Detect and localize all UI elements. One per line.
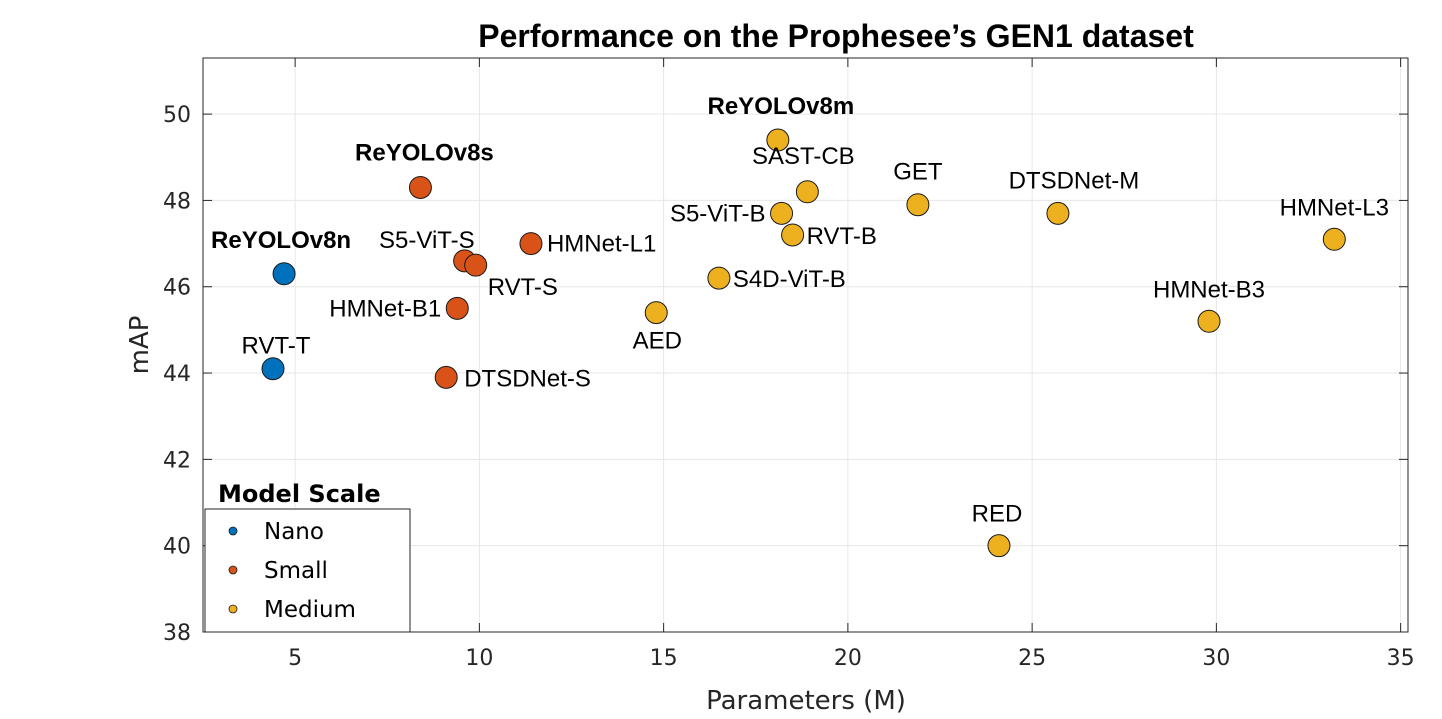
y-tick-label: 44 [163, 362, 191, 387]
data-labels: ReYOLOv8n RVT-T ReYOLOv8s S5-ViT-S RVT-S HMNe… [211, 93, 1389, 528]
label-reyolov8s: ReYOLOv8s [355, 139, 494, 166]
x-tick-label: 30 [1202, 646, 1230, 671]
x-tick-label: 20 [834, 646, 862, 671]
legend-box [204, 508, 411, 633]
point-rvt-b [781, 223, 805, 247]
legend-marker-nano [228, 526, 238, 536]
y-tick-label: 42 [163, 448, 191, 473]
point-aed [644, 301, 668, 325]
legend-marker-medium [228, 604, 238, 614]
label-get: GET [893, 159, 943, 186]
chart-title: Performance on the Prophesee’s GEN1 data… [478, 18, 1194, 54]
label-sast-cb: SAST-CB [752, 143, 855, 170]
legend: Model Scale Nano Small Medium [204, 480, 411, 633]
point-get [906, 193, 930, 217]
x-tick-label: 25 [1018, 646, 1046, 671]
x-tick-label: 5 [288, 646, 302, 671]
legend-marker-small [228, 565, 238, 575]
y-tick-label: 38 [163, 621, 191, 646]
y-tick-label: 50 [163, 103, 191, 128]
label-hmnet-b3: HMNet-B3 [1153, 276, 1265, 303]
point-hmnet-l3 [1322, 227, 1346, 251]
point-hmnet-b3 [1197, 309, 1221, 333]
label-rvt-s: RVT-S [488, 274, 558, 301]
label-s5-vit-b: S5-ViT-B [670, 200, 766, 227]
point-rvt-s [464, 253, 488, 277]
data-points [261, 128, 1346, 558]
label-reyolov8m: ReYOLOv8m [708, 93, 855, 120]
legend-label-small: Small [264, 558, 328, 584]
label-rvt-t: RVT-T [242, 333, 311, 360]
legend-label-medium: Medium [264, 597, 356, 623]
label-dtsdnet-m: DTSDNet-M [1009, 167, 1140, 194]
x-tick-label: 35 [1387, 646, 1415, 671]
plot-box [202, 57, 1409, 633]
y-axis-label: mAP [125, 316, 155, 375]
point-s4d-vit-b [707, 266, 731, 290]
label-reyolov8n: ReYOLOv8n [211, 227, 351, 254]
x-tick-label: 10 [465, 646, 493, 671]
point-sast-cb [795, 180, 819, 204]
label-s4d-vit-b: S4D-ViT-B [733, 266, 846, 293]
y-tick-label: 40 [163, 535, 191, 560]
y-tick-label: 48 [163, 189, 191, 214]
label-s5-vit-s: S5-ViT-S [379, 227, 475, 254]
point-s5-vit-b [770, 201, 794, 225]
point-rvt-t [261, 357, 285, 381]
label-rvt-b: RVT-B [807, 223, 877, 250]
axes: 5 10 15 20 25 30 35 38 40 42 44 46 48 50 [163, 57, 1415, 671]
label-red: RED [972, 501, 1023, 528]
point-hmnet-l1 [519, 232, 543, 256]
label-aed: AED [633, 328, 682, 355]
point-reyolov8n [272, 262, 296, 286]
point-reyolov8m [766, 128, 790, 152]
label-dtsdnet-s: DTSDNet-S [464, 365, 591, 392]
point-dtsdnet-s [434, 365, 458, 389]
x-axis-label: Parameters (M) [706, 686, 906, 716]
point-dtsdnet-m [1046, 201, 1070, 225]
legend-title: Model Scale [218, 480, 381, 508]
x-tick-label: 15 [650, 646, 678, 671]
label-hmnet-l1: HMNet-L1 [547, 231, 656, 258]
legend-label-nano: Nano [264, 519, 324, 545]
point-reyolov8s [408, 175, 432, 199]
y-tick-label: 46 [163, 276, 191, 301]
point-hmnet-b1 [445, 296, 469, 320]
point-red [987, 534, 1011, 558]
label-hmnet-l3: HMNet-L3 [1280, 194, 1389, 221]
label-hmnet-b1: HMNet-B1 [329, 295, 441, 322]
